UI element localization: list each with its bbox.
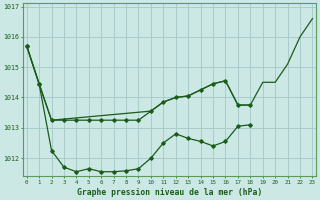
X-axis label: Graphe pression niveau de la mer (hPa): Graphe pression niveau de la mer (hPa) (77, 188, 262, 197)
